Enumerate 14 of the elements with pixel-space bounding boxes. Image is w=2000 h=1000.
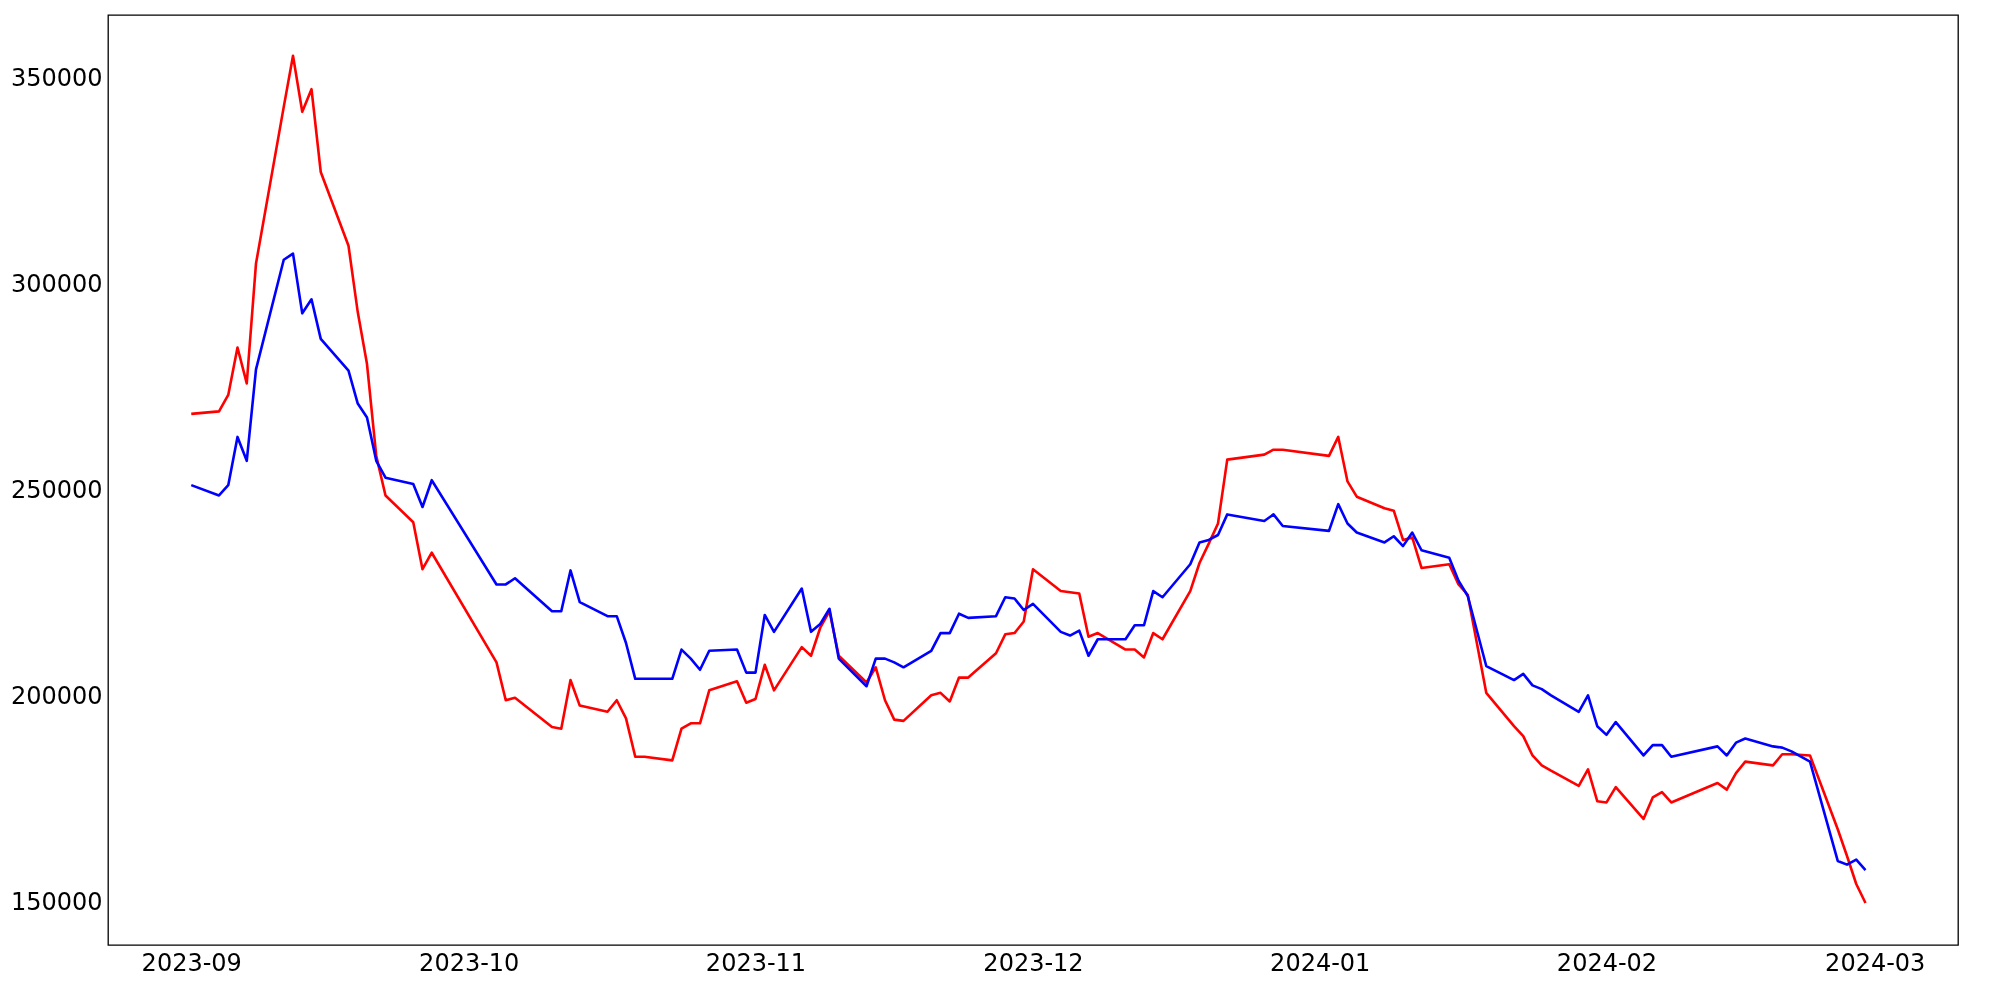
line-series	[189, 54, 1867, 905]
x-tick-label: 2023-09	[141, 948, 242, 977]
x-tick-label: 2023-10	[419, 948, 520, 977]
y-tick-label: 250000	[10, 476, 103, 505]
x-tick-label: 2024-03	[1825, 948, 1926, 977]
x-tick-label: 2024-02	[1556, 948, 1658, 977]
line-series	[189, 252, 1867, 872]
y-tick-label: 200000	[10, 682, 103, 711]
y-tick-label: 350000	[10, 64, 103, 93]
x-tick-label: 2023-11	[705, 948, 807, 977]
x-tick-label: 2024-01	[1270, 948, 1371, 977]
y-tick-label: 150000	[10, 888, 103, 917]
y-tick-label: 300000	[10, 270, 103, 299]
x-tick-label: 2023-12	[983, 948, 1084, 977]
